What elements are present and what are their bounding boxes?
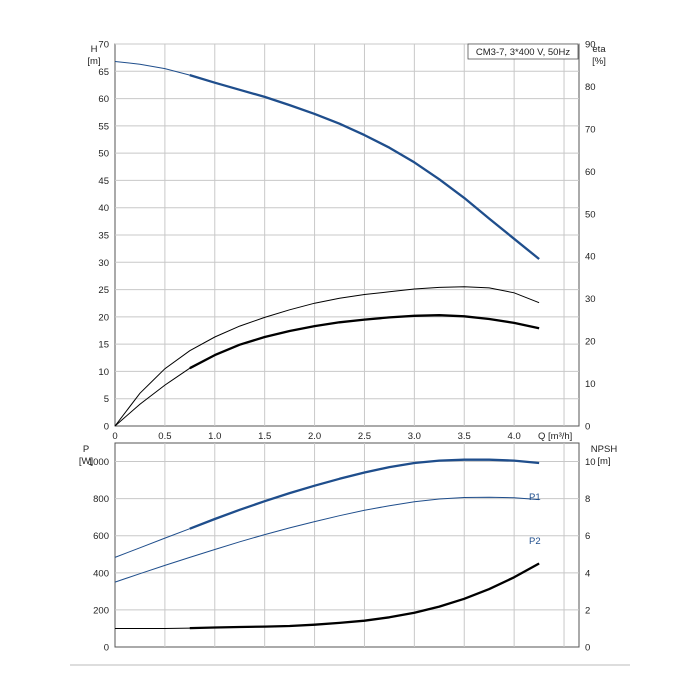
x-tick-label: 3.0 — [408, 431, 421, 442]
series-line-bold-2 — [189, 562, 540, 630]
right-tick-label: 10 — [585, 379, 596, 390]
head-efficiency-ticks: 0 5 10 15 20 25 30 35 40 45 50 55 60 65 70 0 10 20 30 40 50 6… — [98, 40, 595, 443]
series-line-1 — [114, 314, 540, 427]
right-tick-label: 0 — [585, 422, 590, 433]
left-tick-label: 50 — [98, 149, 109, 160]
left-tick-label: 20 — [98, 312, 109, 323]
right-tick-label: 40 — [585, 252, 596, 263]
series-label-p1: P1 — [529, 492, 541, 503]
x-tick-label: 3.5 — [458, 431, 471, 442]
head-efficiency-curves — [114, 61, 540, 427]
x-tick-label: 1.5 — [258, 431, 271, 442]
right-tick-label: 20 — [585, 337, 596, 348]
left-tick-label: 200 — [93, 605, 109, 616]
x-tick-label: 0 — [112, 431, 117, 442]
left-tick-label: 25 — [98, 285, 109, 296]
x-tick-label: 1.0 — [208, 431, 221, 442]
right-tick-label: 0 — [585, 643, 590, 654]
right-tick-label: 6 — [585, 531, 590, 542]
series-line-0 — [114, 61, 540, 260]
left-tick-label: 5 — [104, 394, 109, 405]
right-tick-label: 30 — [585, 294, 596, 305]
y-axis-label-npsh: NPSH — [591, 444, 618, 455]
left-tick-label: 45 — [98, 176, 109, 187]
right-tick-label: 10 — [585, 457, 596, 468]
right-tick-label: 70 — [585, 124, 596, 135]
right-tick-label: 2 — [585, 605, 590, 616]
left-tick-label: 65 — [98, 67, 109, 78]
y-axis-unit-npsh: [m] — [597, 456, 610, 467]
series-line-1 — [114, 496, 540, 583]
right-tick-label: 90 — [585, 40, 596, 51]
head-efficiency-grid — [115, 43, 579, 426]
x-axis-label: Q [m³/h] — [538, 431, 572, 442]
y-axis-label-eta: eta — [592, 44, 606, 55]
x-tick-label: 2.0 — [308, 431, 321, 442]
legend-box-text: CM3-7, 3*400 V, 50Hz — [476, 47, 570, 58]
left-tick-label: 30 — [98, 258, 109, 269]
series-line-0 — [114, 459, 540, 558]
x-tick-label: 4.0 — [508, 431, 521, 442]
left-tick-label: 10 — [98, 367, 109, 378]
series-line-2 — [114, 286, 540, 427]
right-tick-label: 80 — [585, 82, 596, 93]
y-axis-unit-p: [W] — [79, 456, 93, 467]
left-tick-label: 70 — [98, 40, 109, 51]
right-tick-label: 60 — [585, 167, 596, 178]
left-tick-label: 0 — [104, 643, 109, 654]
y-axis-unit-h: [m] — [87, 56, 100, 67]
left-tick-label: 55 — [98, 121, 109, 132]
x-tick-label: 2.5 — [358, 431, 371, 442]
series-line-bold-0 — [189, 458, 540, 530]
head-efficiency-panel: 0 5 10 15 20 25 30 35 40 45 50 55 60 65 70 0 10 20 30 40 50 6… — [87, 40, 606, 443]
left-tick-label: 40 — [98, 203, 109, 214]
y-axis-unit-eta: [%] — [592, 56, 606, 67]
x-tick-label: 0.5 — [158, 431, 171, 442]
y-axis-label-h: H — [91, 44, 98, 55]
right-tick-label: 50 — [585, 209, 596, 220]
power-npsh-grid — [115, 443, 579, 647]
series-line-bold-1 — [189, 314, 540, 370]
left-tick-label: 400 — [93, 568, 109, 579]
right-tick-label: 8 — [585, 494, 590, 505]
series-line-bold-0 — [189, 73, 540, 260]
right-tick-label: 4 — [585, 568, 590, 579]
left-tick-label: 35 — [98, 231, 109, 242]
legend-box — [467, 43, 579, 60]
left-tick-label: 600 — [93, 531, 109, 542]
left-tick-label: 60 — [98, 94, 109, 105]
left-tick-label: 15 — [98, 340, 109, 351]
power-npsh-ticks: 0 200 400 600 800 1000 0 2 4 6 8 10 — [88, 457, 596, 653]
series-label-p2: P2 — [529, 536, 541, 547]
power-npsh-frame — [114, 442, 580, 648]
power-npsh-curves — [114, 458, 540, 630]
left-tick-label: 1000 — [88, 457, 109, 468]
left-tick-label: 0 — [104, 422, 109, 433]
left-tick-label: 800 — [93, 494, 109, 505]
y-axis-label-p: P — [83, 444, 89, 455]
